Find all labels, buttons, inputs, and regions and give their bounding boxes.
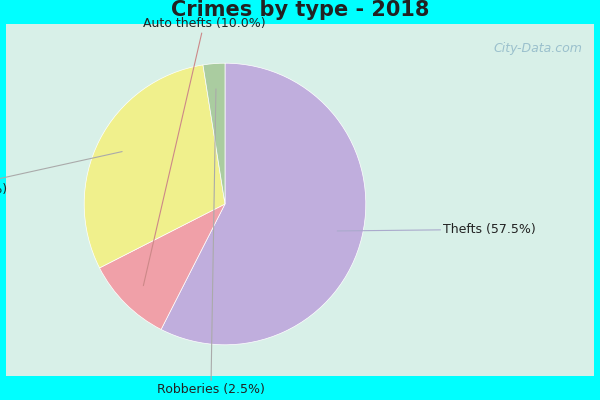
Text: Robberies (2.5%): Robberies (2.5%) (157, 89, 265, 396)
Wedge shape (203, 63, 225, 204)
Title: Crimes by type - 2018: Crimes by type - 2018 (171, 0, 429, 20)
Wedge shape (161, 63, 366, 345)
Wedge shape (84, 65, 225, 268)
Text: Auto thefts (10.0%): Auto thefts (10.0%) (143, 17, 265, 286)
Text: Thefts (57.5%): Thefts (57.5%) (337, 223, 536, 236)
Text: Burglaries (30.0%): Burglaries (30.0%) (0, 152, 122, 196)
Wedge shape (100, 204, 225, 330)
Text: City-Data.com: City-Data.com (493, 42, 582, 55)
